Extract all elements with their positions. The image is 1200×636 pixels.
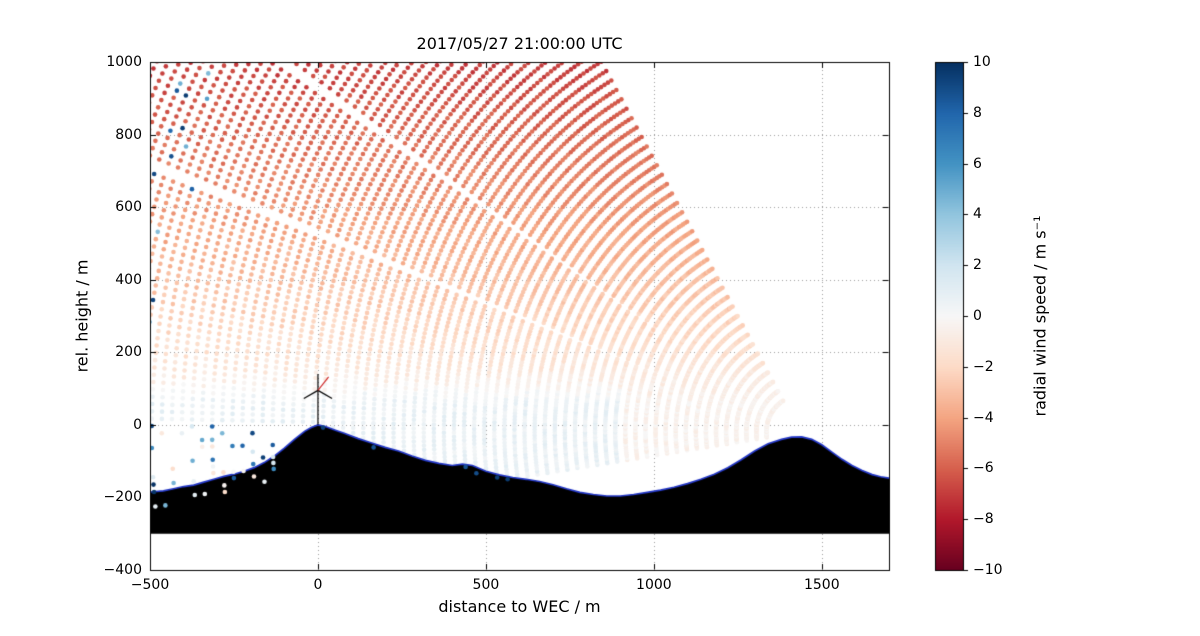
x-tick-label: 1000 (636, 577, 672, 593)
x-tick-label: −500 (130, 577, 170, 593)
y-tick-label: 0 (133, 416, 142, 433)
y-tick-label: 800 (115, 126, 142, 143)
plot-title: 2017/05/27 21:00:00 UTC (416, 34, 623, 53)
colorbar-tick-label: 6 (973, 155, 982, 172)
colorbar-tick-label: −2 (973, 358, 994, 375)
colorbar-tick-label: 4 (973, 206, 982, 223)
colorbar-label: radial wind speed / m s⁻¹ (1030, 215, 1050, 417)
y-tick-label: 400 (115, 271, 142, 288)
y-tick-label: −200 (103, 489, 142, 506)
colorbar-tick-label: 10 (973, 54, 991, 70)
colorbar-tick-label: −6 (973, 460, 994, 477)
x-axis-label: distance to WEC / m (438, 597, 601, 616)
y-tick-label: 1000 (106, 54, 142, 70)
x-tick-label: 0 (313, 577, 323, 593)
y-tick-label: −400 (103, 562, 142, 578)
colorbar-tick-label: −4 (973, 409, 994, 426)
colorbar-tick-label: −8 (973, 511, 994, 528)
x-tick-label: 500 (472, 577, 500, 593)
colorbar-tick-label: −10 (973, 562, 1003, 578)
y-tick-label: 200 (115, 344, 142, 361)
x-tick-label: 1500 (803, 577, 840, 593)
colorbar-tick-label: 8 (973, 104, 982, 121)
colorbar-tick-label: 2 (973, 257, 982, 274)
y-axis-label: rel. height / m (72, 259, 92, 373)
y-tick-label: 600 (115, 199, 142, 216)
colorbar-tick-label: 0 (973, 308, 982, 324)
